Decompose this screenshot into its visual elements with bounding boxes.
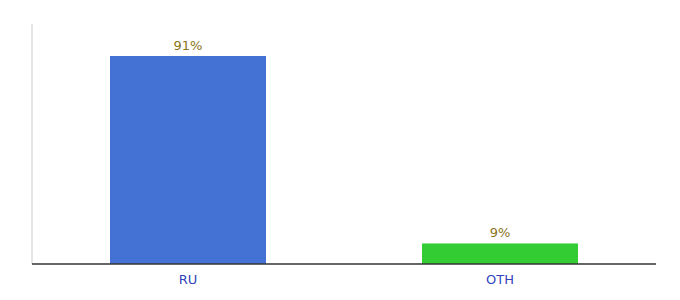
- chart-svg: 91% 9% RU OTH: [0, 0, 680, 300]
- bar: [110, 56, 266, 264]
- x-axis-line: [32, 263, 656, 265]
- bars: [110, 56, 578, 264]
- bar: [422, 243, 578, 264]
- y-axis-line: [32, 24, 33, 264]
- chart-container: 91% 9% RU OTH: [0, 0, 680, 300]
- data-label: 91%: [174, 38, 203, 53]
- data-label: 9%: [490, 225, 511, 240]
- x-tick-label: OTH: [486, 272, 514, 287]
- x-tick-label: RU: [179, 272, 198, 287]
